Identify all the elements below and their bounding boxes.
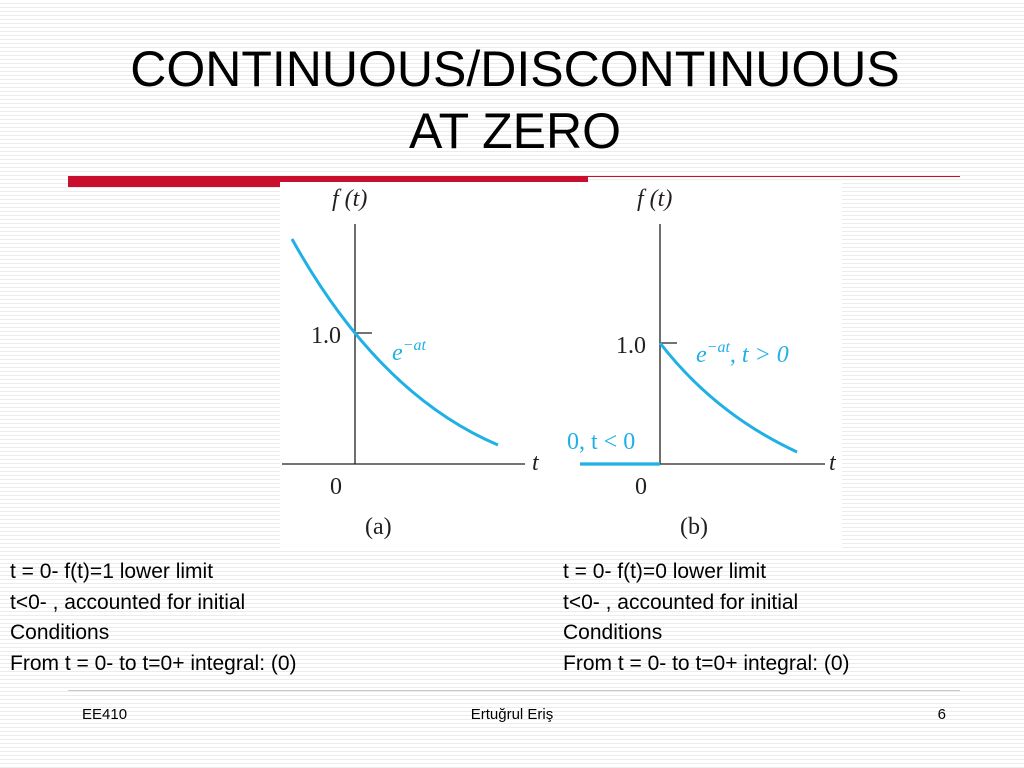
panel-b-curve-label-suffix: , t > 0	[730, 342, 789, 368]
caption-right-line-4: From t = 0- to t=0+ integral: (0)	[563, 651, 850, 675]
caption-left-line-2: t<0- , accounted for initial	[10, 590, 246, 614]
panel-a-curve-label-base: e	[392, 340, 403, 366]
panel-b-x-label: t	[829, 450, 837, 476]
panel-a-curve-label: e−at	[392, 337, 426, 366]
caption-right-line-2: t<0- , accounted for initial	[563, 590, 799, 614]
panel-b-caption: (b)	[680, 514, 708, 540]
footer-author: Ertuğrul Eriş	[470, 706, 554, 723]
panel-b-exp-curve	[658, 342, 798, 454]
panel-b-origin-label: 0	[635, 474, 647, 500]
panel-b-tick-label: 1.0	[616, 333, 646, 359]
panel-a-y-label: f (t)	[332, 186, 367, 212]
slide-title: CONTINUOUS/DISCONTINUOUS AT ZERO	[40, 38, 990, 162]
panel-a-caption: (a)	[365, 514, 392, 540]
caption-left-line-1: t = 0- f(t)=1 lower limit	[10, 560, 214, 583]
caption-right-line-3: Conditions	[563, 621, 663, 644]
caption-left-line-4: From t = 0- to t=0+ integral: (0)	[10, 651, 297, 675]
panel-a-origin-label: 0	[330, 474, 342, 500]
panel-a-x-label: t	[532, 450, 540, 476]
panel-a-tick-label: 1.0	[311, 323, 341, 349]
caption-left: t = 0- f(t)=1 lower limit t<0- , account…	[10, 557, 297, 679]
panel-b: f (t) t 0 1.0 e−at, t > 0 0, t < 0 (b)	[567, 186, 837, 540]
footer-divider	[68, 690, 960, 691]
panel-a: f (t) t 0 1.0 e−at (a)	[282, 186, 540, 540]
panel-b-zero-label: 0, t < 0	[567, 429, 635, 455]
panel-b-curve-label-exp: −at	[707, 339, 731, 356]
title-accent-bar	[68, 176, 588, 187]
panel-b-curve-label-base: e	[696, 342, 707, 368]
footer-course: EE410	[82, 706, 128, 723]
exponential-figure: f (t) t 0 1.0 e−at (a) f (t) t 0 1.0 e−a…	[280, 182, 842, 550]
panel-b-curve-label: e−at, t > 0	[696, 339, 789, 368]
panel-a-curve-label-exp: −at	[403, 337, 427, 354]
figure-svg: f (t) t 0 1.0 e−at (a) f (t) t 0 1.0 e−a…	[282, 186, 837, 540]
panel-a-exp-curve	[290, 238, 499, 447]
title-line-1: CONTINUOUS/DISCONTINUOUS	[130, 41, 900, 97]
caption-right-line-1: t = 0- f(t)=0 lower limit	[563, 560, 767, 583]
caption-right: t = 0- f(t)=0 lower limit t<0- , account…	[563, 557, 850, 679]
caption-left-line-3: Conditions	[10, 621, 110, 644]
panel-b-y-label: f (t)	[637, 186, 672, 212]
title-line-2: AT ZERO	[408, 103, 622, 159]
footer-page-number: 6	[937, 706, 946, 723]
